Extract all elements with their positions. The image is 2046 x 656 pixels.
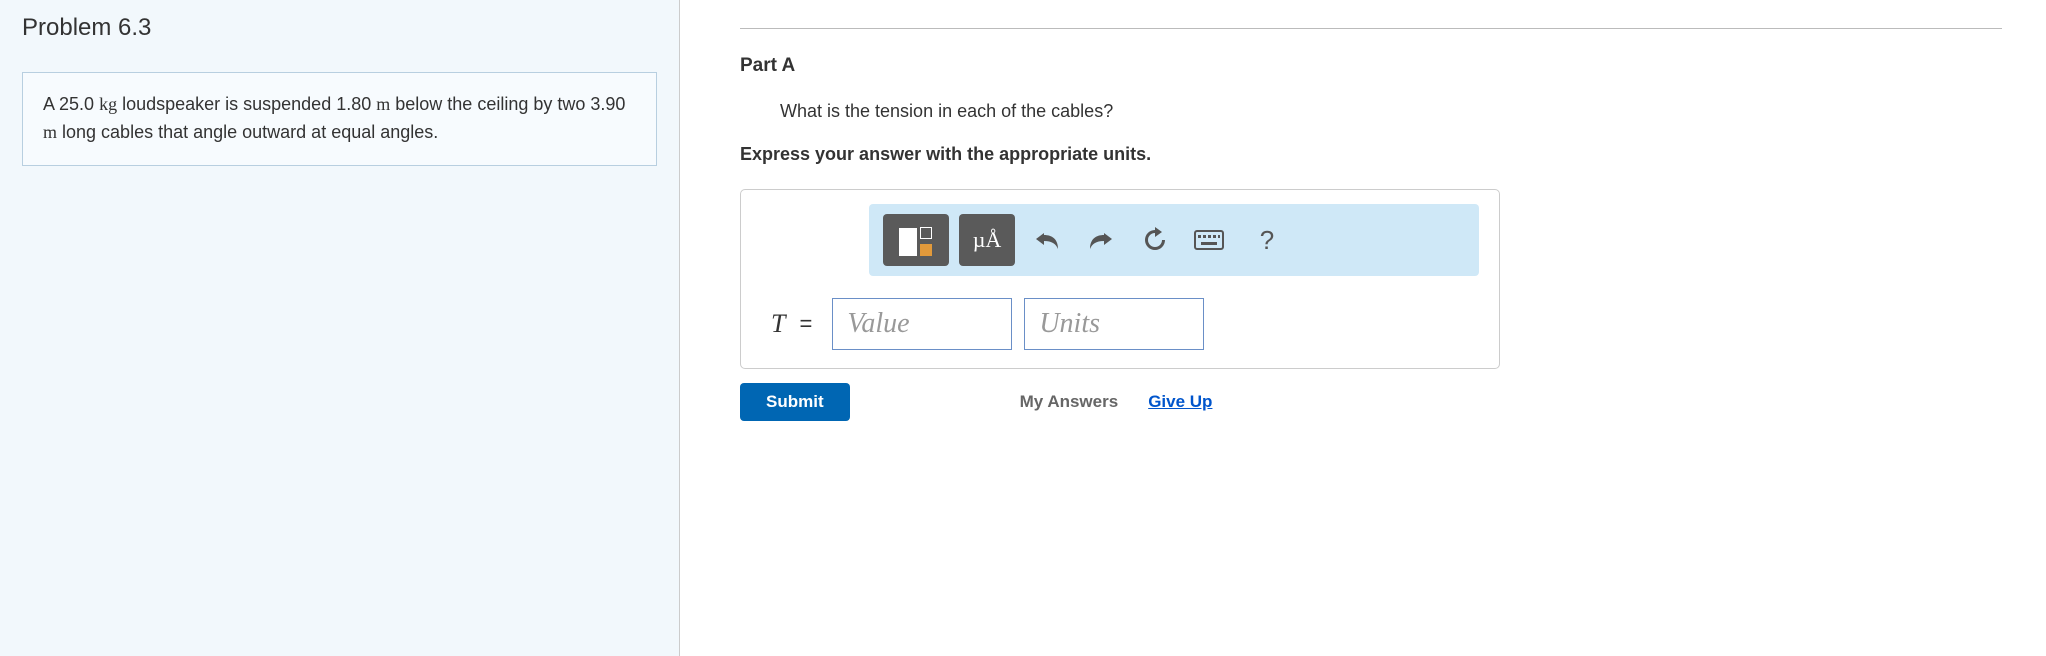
keyboard-button[interactable]: [1187, 218, 1231, 262]
keyboard-icon: [1194, 230, 1224, 250]
submit-button[interactable]: Submit: [740, 383, 850, 421]
unit-m-2: m: [43, 122, 57, 142]
question-text: What is the tension in each of the cable…: [780, 101, 2002, 122]
answer-panel: Part A What is the tension in each of th…: [680, 0, 2046, 656]
template-icon: [899, 225, 934, 256]
question-block: What is the tension in each of the cable…: [780, 101, 2002, 421]
action-row: Submit My Answers Give Up: [740, 383, 2002, 421]
help-button[interactable]: ?: [1245, 218, 1289, 262]
answer-box: µÅ ? T: [740, 189, 1500, 369]
main-container: Problem 6.3 A 25.0 kg loudspeaker is sus…: [0, 0, 2046, 656]
special-chars-button[interactable]: µÅ: [959, 214, 1015, 266]
problem-text-4: long cables that angle outward at equal …: [57, 122, 438, 142]
instruction-text: Express your answer with the appropriate…: [740, 144, 2002, 165]
variable-label: T: [771, 309, 785, 339]
reset-button[interactable]: [1133, 218, 1177, 262]
unit-m-1: m: [376, 94, 390, 114]
part-label: Part A: [740, 55, 2002, 77]
problem-text-2: loudspeaker is suspended 1.80: [117, 94, 376, 114]
answer-input-row: T =: [771, 298, 1483, 350]
unit-kg: kg: [99, 94, 117, 114]
undo-icon: [1034, 229, 1060, 251]
value-input[interactable]: [832, 298, 1012, 350]
problem-panel: Problem 6.3 A 25.0 kg loudspeaker is sus…: [0, 0, 680, 656]
problem-statement: A 25.0 kg loudspeaker is suspended 1.80 …: [22, 72, 657, 166]
my-answers-link[interactable]: My Answers: [1020, 392, 1119, 412]
units-input[interactable]: [1024, 298, 1204, 350]
equals-sign: =: [799, 311, 812, 337]
formatting-toolbar: µÅ ?: [869, 204, 1479, 276]
mu-angstrom-icon: µÅ: [973, 227, 1002, 253]
reset-icon: [1142, 227, 1168, 253]
redo-button[interactable]: [1079, 218, 1123, 262]
divider: [740, 28, 2002, 29]
problem-text-3: below the ceiling by two 3.90: [390, 94, 625, 114]
give-up-link[interactable]: Give Up: [1148, 392, 1212, 412]
problem-title: Problem 6.3: [22, 14, 657, 42]
problem-text-1: A 25.0: [43, 94, 99, 114]
undo-button[interactable]: [1025, 218, 1069, 262]
template-picker-button[interactable]: [883, 214, 949, 266]
redo-icon: [1088, 229, 1114, 251]
